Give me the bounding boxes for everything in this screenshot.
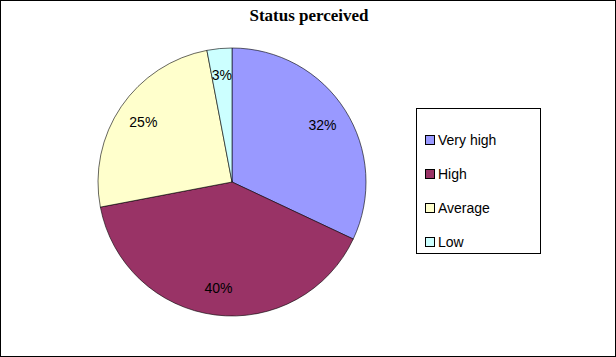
svg-text:40%: 40% (205, 280, 233, 296)
html-text:Status perceived: Status perceived (249, 6, 369, 25)
svg-text:32%: 32% (308, 117, 336, 133)
svg-text:3%: 3% (212, 67, 232, 83)
html-text:Average: Average (438, 200, 490, 216)
html-text:High: High (438, 166, 467, 182)
html-text:Low: Low (438, 234, 464, 250)
svg-text:25%: 25% (129, 114, 157, 130)
html-text:Very high: Very high (438, 132, 497, 148)
